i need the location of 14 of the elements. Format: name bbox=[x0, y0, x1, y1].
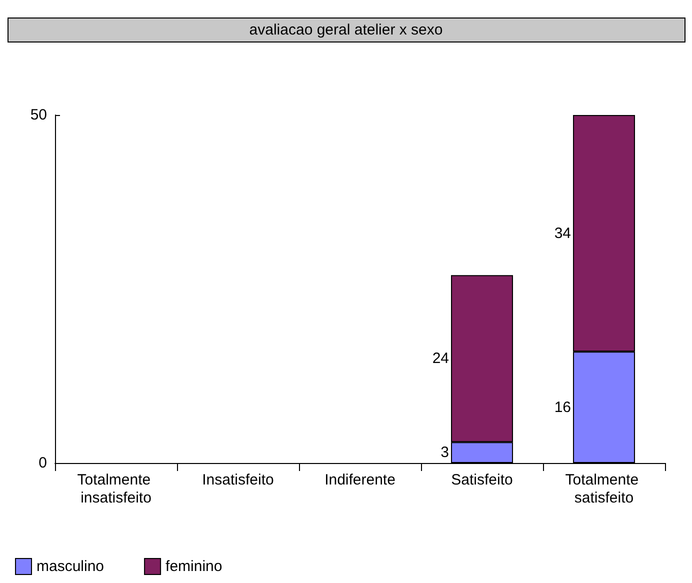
legend-label: feminino bbox=[166, 558, 222, 575]
data-label: 24 bbox=[432, 350, 449, 368]
x-tick-label: Totalmente insatisfeito bbox=[77, 472, 155, 506]
x-tick-label: Insatisfeito bbox=[202, 472, 274, 488]
data-label: 34 bbox=[554, 224, 571, 242]
x-tick-label: Totalmente satisfeito bbox=[565, 472, 643, 506]
y-tick-label: 0 bbox=[38, 454, 47, 472]
data-label: 16 bbox=[554, 398, 571, 416]
legend-label: masculino bbox=[36, 558, 104, 575]
x-tick-label: Satisfeito bbox=[451, 472, 513, 488]
x-tick-label: Indiferente bbox=[324, 472, 396, 488]
data-label: 3 bbox=[440, 444, 449, 462]
chart-title: avaliacao geral atelier x sexo bbox=[249, 22, 443, 38]
y-tick-label: 50 bbox=[30, 106, 47, 124]
